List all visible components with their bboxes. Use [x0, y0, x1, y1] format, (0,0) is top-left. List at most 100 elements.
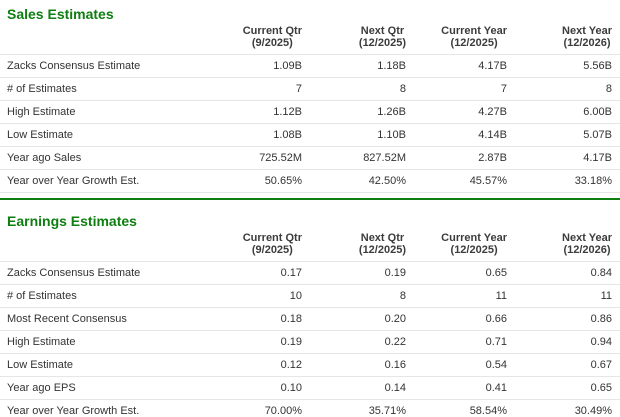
row-value: 4.27B [414, 100, 515, 124]
row-value: 1.10B [310, 123, 414, 147]
column-header-period: (12/2025) [358, 37, 406, 49]
row-value: 1.18B [310, 54, 414, 78]
row-value: 2.87B [414, 146, 515, 170]
row-value: 7 [232, 77, 310, 101]
column-header-label: Next Year [562, 232, 612, 244]
table-row: Year over Year Growth Est. 70.00% 35.71% 58… [0, 399, 620, 417]
row-value: 4.17B [414, 54, 515, 78]
row-value: 0.94 [515, 330, 620, 354]
row-value: 8 [310, 77, 414, 101]
table-row: Year ago EPS 0.10 0.14 0.41 0.65 [0, 376, 620, 400]
row-value: 0.14 [310, 376, 414, 400]
row-value: 6.00B [515, 100, 620, 124]
row-value: 0.67 [515, 353, 620, 377]
row-value: 0.12 [232, 353, 310, 377]
row-value: 725.52M [232, 146, 310, 170]
column-header-3: Current Year (12/2025) [414, 22, 515, 55]
table-row: Year over Year Growth Est. 50.65% 42.50% 45… [0, 169, 620, 193]
row-value: 0.41 [414, 376, 515, 400]
row-label: Year ago EPS [0, 376, 232, 400]
row-value: 0.65 [414, 261, 515, 285]
sales-table-header: Current Qtr (9/2025) Next Qtr (12/2025) Curr… [0, 22, 620, 55]
row-value: 0.84 [515, 261, 620, 285]
column-header-4: Next Year (12/2026) [515, 229, 620, 262]
column-header-period: (9/2025) [251, 37, 293, 49]
row-value: 70.00% [232, 399, 310, 417]
row-value: 1.12B [232, 100, 310, 124]
column-header-label: Next Year [562, 25, 612, 37]
earnings-table-header: Current Qtr (9/2025) Next Qtr (12/2025) Curr… [0, 229, 620, 262]
row-value: 30.49% [515, 399, 620, 417]
row-label: Zacks Consensus Estimate [0, 261, 232, 285]
row-label-column-header [0, 229, 232, 262]
row-value: 50.65% [232, 169, 310, 193]
row-value: 4.14B [414, 123, 515, 147]
column-header-label: Current Year [441, 232, 507, 244]
column-header-period: (12/2025) [450, 37, 498, 49]
column-header-4: Next Year (12/2026) [515, 22, 620, 55]
row-value: 4.17B [515, 146, 620, 170]
column-header-2: Next Qtr (12/2025) [310, 229, 414, 262]
row-value: 0.86 [515, 307, 620, 331]
column-header-1: Current Qtr (9/2025) [232, 229, 310, 262]
table-row: High Estimate 1.12B 1.26B 4.27B 6.00B [0, 100, 620, 124]
sales-estimates-table: Current Qtr (9/2025) Next Qtr (12/2025) Curr… [0, 22, 620, 193]
column-header-1: Current Qtr (9/2025) [232, 22, 310, 55]
row-label: Most Recent Consensus [0, 307, 232, 331]
row-label: Low Estimate [0, 123, 232, 147]
row-label: Year ago Sales [0, 146, 232, 170]
row-value: 0.20 [310, 307, 414, 331]
row-label: Year over Year Growth Est. [0, 399, 232, 417]
section-divider [0, 198, 620, 200]
earnings-estimates-section: Earnings Estimates Current Qtr (9/2025) Ne… [0, 200, 620, 417]
column-header-label: Current Qtr [242, 232, 302, 244]
earnings-estimates-table: Current Qtr (9/2025) Next Qtr (12/2025) Curr… [0, 229, 620, 417]
row-value: 33.18% [515, 169, 620, 193]
row-label: # of Estimates [0, 284, 232, 308]
row-label: High Estimate [0, 100, 232, 124]
column-header-label: Next Qtr [360, 25, 405, 37]
column-header-label: Current Year [441, 25, 507, 37]
column-header-label: Next Qtr [360, 232, 405, 244]
row-label: # of Estimates [0, 77, 232, 101]
row-value: 8 [515, 77, 620, 101]
row-value: 42.50% [310, 169, 414, 193]
row-label: Zacks Consensus Estimate [0, 54, 232, 78]
table-row: Low Estimate 1.08B 1.10B 4.14B 5.07B [0, 123, 620, 147]
row-value: 0.66 [414, 307, 515, 331]
column-header-period: (12/2025) [358, 244, 406, 256]
row-value: 0.54 [414, 353, 515, 377]
table-row: # of Estimates 10 8 11 11 [0, 284, 620, 308]
sales-estimates-section: Sales Estimates Current Qtr (9/2025) Next … [0, 0, 620, 193]
table-row: # of Estimates 7 8 7 8 [0, 77, 620, 101]
row-value: 1.08B [232, 123, 310, 147]
row-value: 827.52M [310, 146, 414, 170]
row-value: 0.19 [232, 330, 310, 354]
row-value: 10 [232, 284, 310, 308]
table-row: Year ago Sales 725.52M 827.52M 2.87B 4.17B [0, 146, 620, 170]
table-row: Zacks Consensus Estimate 1.09B 1.18B 4.17B 5… [0, 54, 620, 78]
column-header-period: (12/2025) [450, 244, 498, 256]
row-value: 5.07B [515, 123, 620, 147]
row-value: 0.17 [232, 261, 310, 285]
row-value: 11 [414, 284, 515, 308]
column-header-2: Next Qtr (12/2025) [310, 22, 414, 55]
row-value: 0.16 [310, 353, 414, 377]
row-value: 1.26B [310, 100, 414, 124]
row-value: 0.19 [310, 261, 414, 285]
column-header-period: (12/2026) [563, 37, 611, 49]
column-header-period: (12/2026) [563, 244, 611, 256]
table-row: Most Recent Consensus 0.18 0.20 0.66 0.86 [0, 307, 620, 331]
row-value: 58.54% [414, 399, 515, 417]
table-row: High Estimate 0.19 0.22 0.71 0.94 [0, 330, 620, 354]
column-header-label: Current Qtr [242, 25, 302, 37]
sales-estimates-title: Sales Estimates [7, 6, 114, 22]
row-value: 0.71 [414, 330, 515, 354]
row-value: 8 [310, 284, 414, 308]
earnings-estimates-title: Earnings Estimates [7, 213, 137, 229]
column-header-period: (9/2025) [251, 244, 293, 256]
column-header-3: Current Year (12/2025) [414, 229, 515, 262]
row-label-column-header [0, 22, 232, 55]
table-row: Low Estimate 0.12 0.16 0.54 0.67 [0, 353, 620, 377]
